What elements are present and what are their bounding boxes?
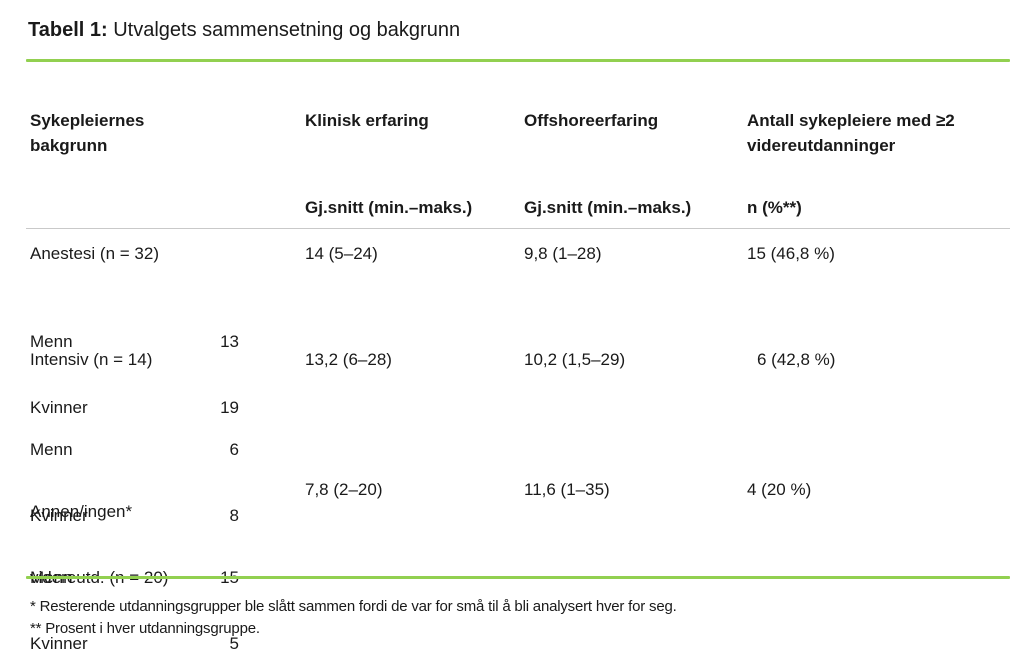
anestesi-klinisk-value: 14 (5–24)	[305, 244, 378, 263]
anestesi-antall-value: 15 (46,8 %)	[747, 244, 835, 263]
gender-label: Kvinner	[30, 506, 88, 525]
table-title-number: Tabell 1:	[28, 19, 108, 41]
gender-count: 6	[229, 440, 239, 459]
header-divider-line	[26, 228, 1010, 229]
anestesi-offshore-value: 9,8 (1–28)	[524, 244, 602, 263]
top-accent-rule	[26, 59, 1010, 62]
intensiv-gender-rows: Menn 6 Kvinner 8	[30, 395, 290, 571]
gender-row: Kvinner 19	[30, 397, 239, 419]
gender-label: Kvinner	[30, 634, 88, 651]
annen-antall-value: 4 (20 %)	[747, 480, 812, 499]
annen-offshore-value: 11,6 (1–35)	[524, 480, 610, 499]
table-title-text: Utvalgets sammensetning og bakgrunn	[107, 19, 461, 41]
subheader-klinisk-gjsnitt: Gj.snitt (min.–maks.)	[305, 198, 473, 217]
gender-row: Menn 6	[30, 439, 239, 461]
column-header-bakgrunn: Sykepleiernes bakgrunn	[30, 111, 150, 155]
gender-label: Menn	[30, 332, 73, 351]
gender-row: Menn 13	[30, 331, 239, 353]
intensiv-offshore-value: 10,2 (1,5–29)	[524, 350, 626, 369]
footnote-double-asterisk: ** Prosent i hver utdanningsgruppe.	[30, 620, 260, 637]
gender-label: Menn	[30, 440, 73, 459]
row-label-line1: Annen/ingen*	[30, 502, 133, 521]
gender-row: Kvinner 5	[30, 633, 239, 651]
column-header-offshoreerfaring: Offshoreerfaring	[524, 111, 659, 130]
footnote-asterisk: * Resterende utdanningsgrupper ble slått…	[30, 598, 677, 615]
gender-count: 19	[220, 398, 239, 417]
bottom-accent-rule	[26, 576, 1010, 579]
intensiv-klinisk-value: 13,2 (6–28)	[305, 350, 392, 369]
gender-row: Kvinner 8	[30, 505, 239, 527]
row-label-intensiv: Intensiv (n = 14)	[30, 350, 153, 369]
gender-count: 8	[229, 506, 239, 525]
row-label-anestesi: Anestesi (n = 32)	[30, 244, 159, 263]
gender-count: 13	[220, 332, 239, 351]
annen-klinisk-value: 7,8 (2–20)	[305, 480, 383, 499]
table-title: Tabell 1: Utvalgets sammensetning og bak…	[28, 16, 460, 44]
gender-label: Kvinner	[30, 398, 88, 417]
column-header-klinisk-erfaring: Klinisk erfaring	[305, 111, 429, 130]
intensiv-antall-value: 6 (42,8 %)	[757, 350, 836, 369]
subheader-n-prosent: n (%**)	[747, 198, 802, 217]
column-header-antall-videreutdanninger: Antall sykepleiere med ≥2 videreutdannin…	[747, 111, 960, 155]
gender-count: 5	[229, 634, 239, 651]
subheader-offshore-gjsnitt: Gj.snitt (min.–maks.)	[524, 198, 692, 217]
anestesi-gender-rows: Menn 13 Kvinner 19	[30, 287, 290, 463]
